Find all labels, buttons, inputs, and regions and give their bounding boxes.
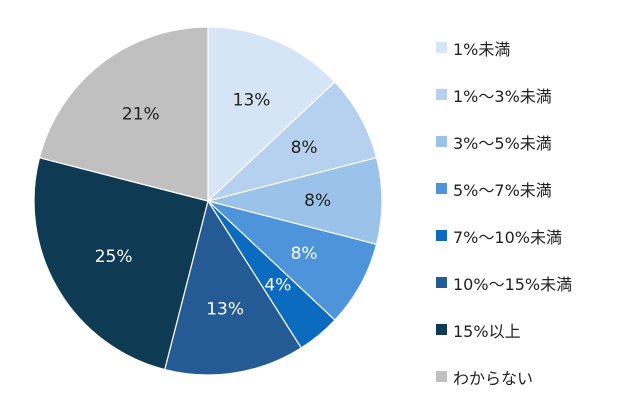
legend-item-5: 7%～10%未満 bbox=[436, 212, 636, 259]
legend-swatch bbox=[436, 371, 447, 382]
chart-legend: 1%未満 1%～3%未満 3%～5%未満 5%～7%未満 7%～10%未満 10%～15%… bbox=[436, 24, 636, 400]
legend-swatch bbox=[436, 324, 447, 335]
pie-data-label-1: 13% bbox=[233, 90, 271, 110]
legend-label: 3%～5%未満 bbox=[453, 133, 552, 153]
legend-label: 15%以上 bbox=[453, 321, 521, 341]
legend-item-1: 1%未満 bbox=[436, 24, 636, 71]
pie-data-labels: 13%8%8%8%4%13%25%21% bbox=[95, 90, 331, 319]
legend-item-8: わからない bbox=[436, 353, 636, 400]
pie-slice-6 bbox=[163, 199, 303, 376]
legend-swatch bbox=[436, 230, 447, 241]
legend-item-3: 3%～5%未満 bbox=[436, 118, 636, 165]
pie-slice-7 bbox=[33, 156, 209, 371]
pie-data-label-7: 25% bbox=[95, 247, 133, 267]
legend-swatch bbox=[436, 277, 447, 288]
legend-label: 10%～15%未満 bbox=[453, 274, 573, 294]
pie-data-label-6: 13% bbox=[206, 299, 244, 319]
legend-label: 5%～7%未満 bbox=[453, 180, 552, 200]
pie-data-label-5: 4% bbox=[264, 275, 291, 295]
pie-slices bbox=[33, 26, 383, 376]
legend-item-2: 1%～3%未満 bbox=[436, 71, 636, 118]
legend-swatch bbox=[436, 89, 447, 100]
pie-data-label-4: 8% bbox=[291, 244, 318, 264]
legend-item-4: 5%～7%未満 bbox=[436, 165, 636, 212]
legend-item-6: 10%～15%未満 bbox=[436, 259, 636, 306]
pie-data-label-8: 21% bbox=[122, 104, 160, 124]
legend-item-7: 15%以上 bbox=[436, 306, 636, 353]
legend-label: 1%～3%未満 bbox=[453, 86, 552, 106]
pie-data-label-3: 8% bbox=[304, 191, 331, 211]
legend-swatch bbox=[436, 42, 447, 53]
legend-swatch bbox=[436, 183, 447, 194]
pie-slice-8 bbox=[38, 26, 209, 202]
legend-label: わからない bbox=[453, 368, 534, 388]
legend-label: 7%～10%未満 bbox=[453, 227, 562, 247]
pie-data-label-2: 8% bbox=[291, 138, 318, 158]
pie-slice-1 bbox=[207, 26, 336, 203]
legend-swatch bbox=[436, 136, 447, 147]
legend-label: 1%未満 bbox=[453, 39, 511, 59]
